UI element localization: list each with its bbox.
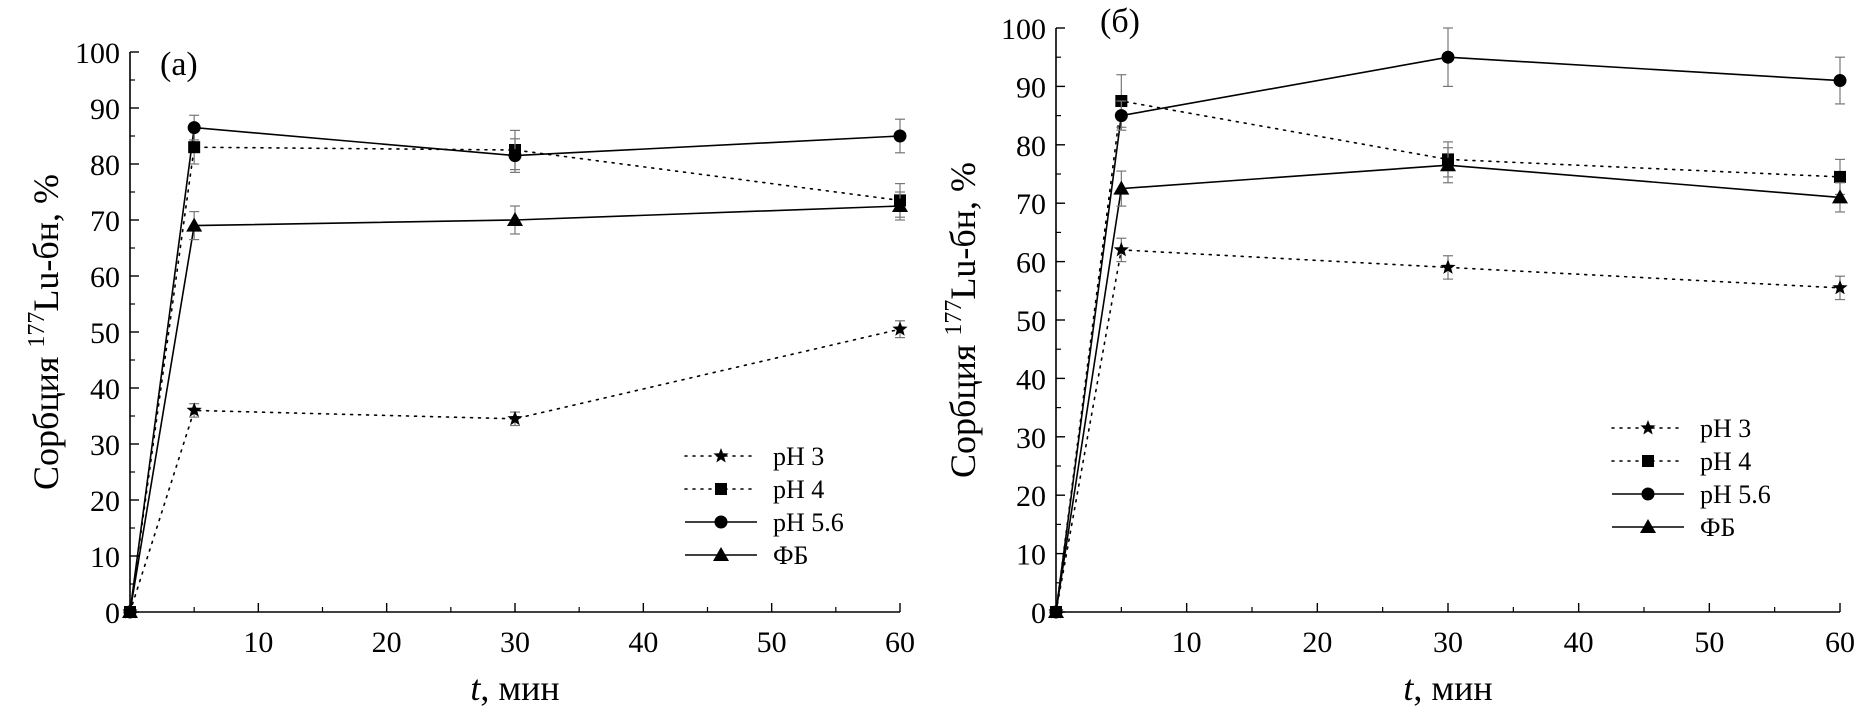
- legend-marker: [1642, 455, 1654, 467]
- panel-label-b: (б): [1100, 3, 1140, 40]
- legend-label: pH 4: [1700, 447, 1751, 476]
- y-tick-label: 60: [1016, 247, 1046, 280]
- data-point-фб: [892, 198, 908, 212]
- y-tick-label: 60: [90, 261, 120, 294]
- legend-label: pH 3: [773, 442, 824, 471]
- data-point-ph-5-6: [508, 149, 522, 163]
- x-tick-label: 20: [372, 626, 402, 659]
- series-line-фб: [129, 205, 901, 613]
- data-point-фб: [1440, 157, 1456, 172]
- data-point-фб: [1113, 180, 1130, 195]
- y-tick-label: 50: [90, 317, 120, 350]
- data-point-фб: [186, 217, 203, 232]
- legend-marker: [713, 547, 729, 561]
- legend-marker: [1641, 487, 1655, 501]
- series-line-ph-5-6: [129, 126, 901, 613]
- data-point-ph-5-6: [1114, 109, 1128, 123]
- x-tick-label: 40: [628, 626, 658, 659]
- x-tick-label: 60: [885, 626, 915, 659]
- x-tick-label: 30: [1433, 626, 1463, 659]
- series-line-ph-4: [1055, 100, 1841, 613]
- y-tick-label: 80: [1016, 130, 1046, 163]
- data-point-ph-3: [186, 402, 202, 417]
- legend-label: pH 4: [773, 475, 824, 504]
- y-tick-label: 10: [90, 541, 120, 574]
- series-line-ph-3: [1055, 249, 1841, 613]
- series-line-ph-5-6: [1055, 56, 1841, 613]
- legend-label: pH 5.6: [773, 508, 844, 537]
- y-tick-label: 20: [90, 485, 120, 518]
- data-point-ph-3: [892, 321, 908, 336]
- data-point-ph-3: [1113, 241, 1129, 257]
- x-tick-label: 20: [1302, 626, 1332, 659]
- legend-marker: [715, 483, 727, 495]
- y-tick-label: 30: [1016, 422, 1046, 455]
- series-line-ph-3: [129, 328, 901, 613]
- data-point-ph-5-6: [187, 121, 201, 135]
- series-line-ph-4: [129, 146, 901, 613]
- legend-marker: [1640, 519, 1656, 533]
- y-axis-title: Сорбция 177Lu-бн, %: [24, 174, 66, 490]
- x-tick-label: 60: [1825, 626, 1855, 659]
- legend-marker: [713, 448, 729, 463]
- y-tick-label: 10: [1016, 539, 1046, 572]
- y-tick-label: 40: [1016, 363, 1046, 396]
- data-point-ph-5-6: [893, 129, 907, 143]
- y-tick-label: 70: [1016, 188, 1046, 221]
- x-axis-title: t, мин: [1403, 668, 1492, 708]
- legend-label: pH 5.6: [1700, 480, 1771, 509]
- legend-marker: [1640, 420, 1656, 435]
- y-tick-label: 100: [1001, 13, 1046, 46]
- y-tick-label: 20: [1016, 480, 1046, 513]
- x-tick-label: 10: [243, 626, 273, 659]
- panel-label-a: (a): [160, 46, 198, 83]
- x-tick-label: 50: [1694, 626, 1724, 659]
- y-tick-label: 40: [90, 373, 120, 406]
- y-tick-label: 100: [75, 37, 120, 70]
- series-line-фб: [1055, 164, 1841, 613]
- data-point-ph-3: [1832, 279, 1848, 295]
- y-tick-label: 90: [90, 93, 120, 126]
- data-point-ph-3: [507, 410, 523, 426]
- chart-panel-b: 0 10 20 30 40 50 60 70 80 90 100 10 20 30 40 50 60 t, мин…: [941, 3, 1855, 708]
- chart-panel-a: 0 10 20 30 40 50 60 70 80 90 100 10 20 30 40 50 60 t, мин…: [24, 37, 915, 708]
- data-point-ph-4: [1834, 170, 1846, 183]
- x-tick-label: 40: [1564, 626, 1594, 659]
- y-tick-label: 90: [1016, 71, 1046, 104]
- legend-label: ФБ: [1700, 513, 1735, 542]
- y-tick-label: 50: [1016, 305, 1046, 338]
- data-point-фб: [1048, 604, 1064, 618]
- y-tick-label: 30: [90, 429, 120, 462]
- data-point-ph-5-6: [1833, 74, 1847, 88]
- y-tick-label: 0: [105, 597, 120, 630]
- data-point-фб: [507, 212, 523, 226]
- data-point-ph-3: [1440, 259, 1456, 274]
- x-axis-title: t, мин: [470, 668, 559, 708]
- y-tick-label: 0: [1031, 597, 1046, 630]
- legend-label: ФБ: [773, 541, 808, 570]
- x-tick-label: 10: [1172, 626, 1202, 659]
- data-point-фб: [122, 604, 138, 618]
- x-tick-label: 30: [500, 626, 530, 659]
- data-point-ph-5-6: [1441, 50, 1455, 64]
- y-tick-label: 70: [90, 205, 120, 238]
- data-point-фб: [1832, 189, 1848, 204]
- legend-label: pH 3: [1700, 414, 1751, 443]
- data-point-ph-4: [188, 141, 201, 154]
- y-axis-title: Сорбция 177Lu-бн, %: [941, 162, 983, 478]
- legend-marker: [714, 515, 728, 529]
- x-tick-label: 50: [757, 626, 787, 659]
- y-tick-label: 80: [90, 149, 120, 182]
